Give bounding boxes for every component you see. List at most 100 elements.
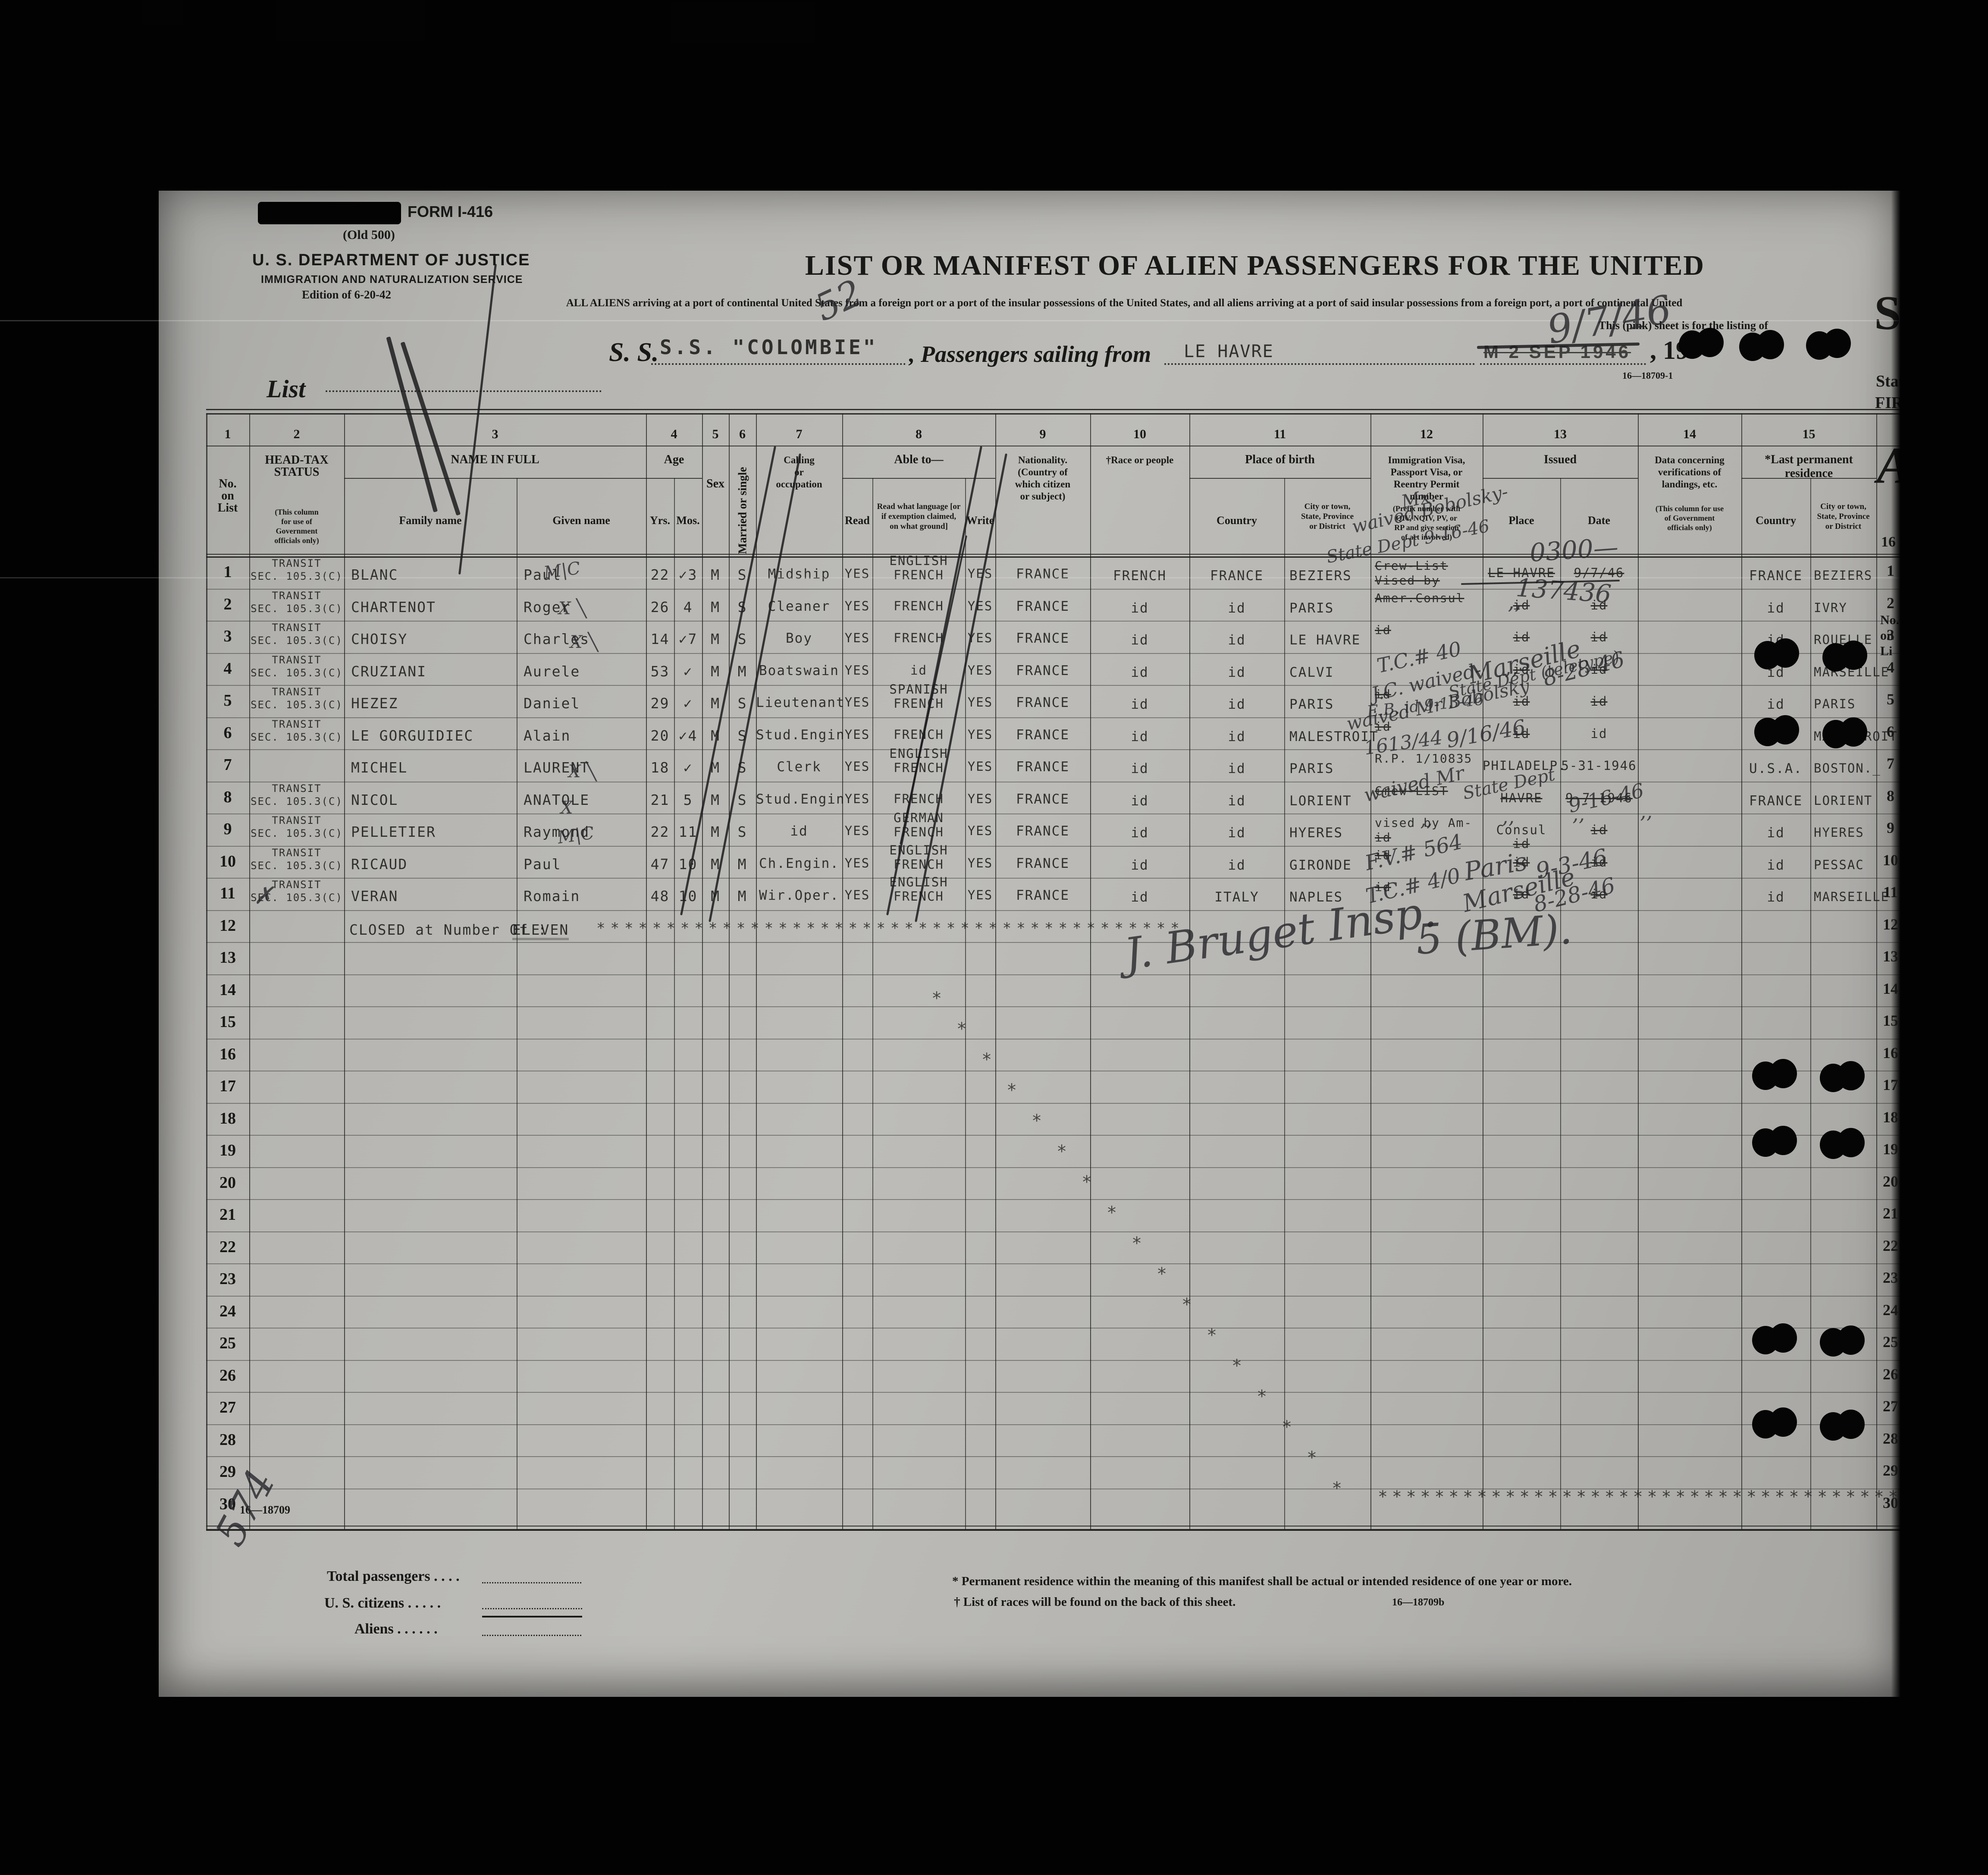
table-cell: FRANCE — [1016, 598, 1069, 614]
table-cell: id — [1375, 687, 1391, 701]
table-cell: Alain — [524, 727, 571, 744]
right-page-row-number: 30 — [1883, 1494, 1898, 1511]
table-cell: FRANCE — [1016, 791, 1069, 807]
row-separator — [206, 1263, 1900, 1264]
table-cell: id — [1513, 726, 1530, 741]
table-cell: PHILADELP. — [1483, 758, 1567, 773]
table-cell: Raymond — [524, 823, 590, 840]
table-cell: CALVI — [1289, 664, 1334, 680]
scan-edge-fade — [1891, 0, 1902, 1875]
table-rule — [674, 478, 675, 1529]
column-header-note: (Prefix number with QIV, NQIV, PV, or RP… — [1392, 504, 1461, 541]
column-number: 13 — [1554, 427, 1567, 441]
table-cell: id — [1513, 836, 1530, 851]
table-cell: ANATOLE — [524, 791, 590, 808]
row-number: 26 — [219, 1366, 236, 1385]
column-number: 10 — [1133, 427, 1146, 441]
row-number: 5 — [223, 691, 232, 710]
row-separator — [206, 1328, 1900, 1329]
table-cell: id — [1228, 825, 1246, 841]
table-rule — [702, 413, 703, 1529]
right-page-row-number: 1 — [1887, 562, 1894, 579]
table-cell: U.S.A. — [1749, 761, 1803, 776]
table-cell: 10 — [678, 855, 698, 873]
table-cell: IVRY — [1814, 600, 1847, 615]
table-cell: YES — [967, 888, 993, 902]
table-cell: M — [711, 759, 720, 776]
table-cell: SEC. 105.3(C) — [251, 795, 343, 807]
star-mark: * — [931, 989, 943, 1008]
right-page-row-number: 12 — [1883, 915, 1898, 933]
right-page-row-number: 5 — [1887, 691, 1894, 708]
table-cell: id — [1767, 857, 1785, 873]
table-cell: id — [1513, 662, 1530, 677]
table-cell: PARIS — [1814, 697, 1856, 711]
column-number: 9 — [1039, 427, 1046, 441]
table-cell: S — [737, 695, 747, 712]
table-cell: id — [1228, 761, 1246, 776]
row-number: 17 — [219, 1077, 236, 1095]
table-cell: BEZIERS — [1289, 568, 1352, 584]
right-page-row-number: 14 — [1883, 980, 1898, 997]
row-number: 29 — [219, 1463, 236, 1481]
table-cell: M — [737, 663, 747, 680]
aliens-label: Aliens . . . . . . — [354, 1621, 438, 1637]
column-header: Married or single — [736, 467, 749, 554]
table-cell: LE GORGUIDIEC — [351, 727, 474, 744]
pink-sheet-note: This (pink) sheet is for the listing of — [1598, 319, 1768, 332]
right-page-row-number: 26 — [1883, 1365, 1898, 1383]
table-cell: SEC. 105.3(C) — [251, 827, 343, 839]
table-cell: TRANSIT — [272, 879, 322, 891]
column-header-note: (This column for use of Government offic… — [1655, 504, 1724, 532]
column-number: 6 — [739, 427, 746, 441]
row-number: 6 — [223, 723, 232, 742]
table-cell: GIRONDE — [1289, 857, 1352, 873]
row-number: 16 — [219, 1045, 236, 1063]
table-cell: id — [1131, 729, 1149, 744]
star-mark: * — [1182, 1295, 1193, 1315]
table-cell: ENGLISH FRENCH — [889, 842, 948, 872]
table-cell: FRANCE — [1016, 566, 1069, 582]
table-cell: BEZIERS — [1814, 568, 1873, 583]
row-separator — [206, 1167, 1900, 1168]
star-mark: * — [1082, 1172, 1093, 1192]
row-separator — [206, 1456, 1900, 1457]
scratch-line — [0, 577, 1988, 578]
table-cell: id — [1513, 887, 1530, 901]
table-cell: S — [737, 566, 747, 583]
scan-right-blackout — [1900, 0, 1988, 1875]
table-cell: PARIS — [1289, 697, 1334, 712]
right-page-row-number: 21 — [1883, 1205, 1898, 1222]
table-cell: id — [1767, 664, 1785, 680]
table-cell: SEC. 105.3(C) — [251, 634, 343, 647]
row-number: 14 — [219, 980, 236, 999]
table-rule — [206, 554, 1900, 555]
table-cell: FRANCE — [1016, 663, 1069, 678]
table-cell: SPANISH FRENCH — [889, 682, 948, 711]
column-header: Data concerning verifications of landing… — [1655, 455, 1725, 490]
us-citizens-underline — [482, 1616, 582, 1617]
table-cell: LE HAVRE — [1289, 632, 1361, 648]
table-cell: M — [711, 823, 720, 840]
table-cell: YES — [844, 663, 870, 678]
table-rule — [206, 1529, 1900, 1531]
table-cell: SEC. 105.3(C) — [251, 731, 343, 743]
table-cell: M — [711, 855, 720, 873]
table-cell: YES — [844, 566, 870, 581]
table-rule — [1189, 478, 1370, 479]
table-cell: 22 — [650, 823, 670, 840]
right-page-row-number: 20 — [1883, 1172, 1898, 1190]
row-number: 22 — [219, 1237, 236, 1256]
table-cell: Crew-List — [1375, 559, 1448, 573]
table-cell: ITALY — [1214, 889, 1259, 905]
right-page-row-number: 25 — [1883, 1333, 1898, 1351]
aliens-line — [482, 1635, 581, 1636]
row-separator — [206, 653, 1900, 654]
date-line — [1480, 363, 1646, 365]
table-cell: Paul — [524, 566, 561, 583]
table-cell: Lieutenant — [756, 695, 845, 710]
table-cell: Boy — [786, 631, 812, 646]
table-cell: ✓ — [683, 695, 693, 712]
star-mark: * — [1007, 1080, 1018, 1100]
handwriting-note: ’’ — [1502, 817, 1515, 840]
